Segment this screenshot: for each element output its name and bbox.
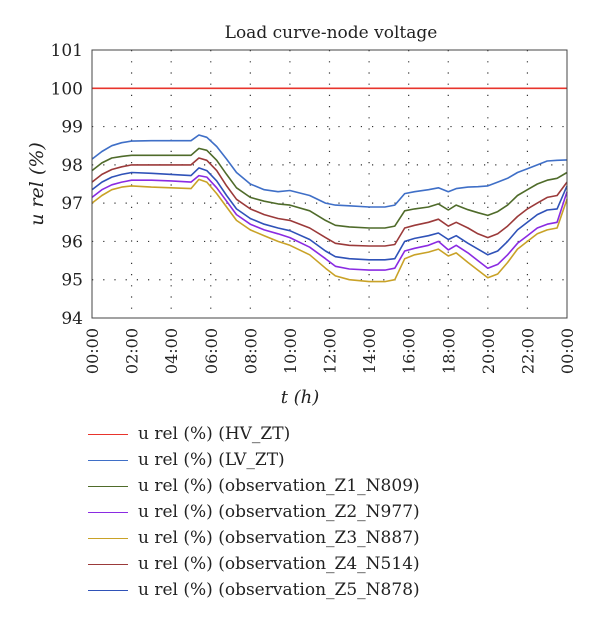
legend-label: u rel (%) (observation_Z2_N977) [138, 502, 420, 522]
x-axis-ticks: 00:00 02:00 04:00 06:00 08:00 10:00 12:00 14:00… [83, 328, 577, 374]
series-line-2 [91, 134, 568, 208]
x-tick-label: 14:00 [360, 328, 379, 374]
y-tick-label: 94 [61, 309, 83, 329]
series-line-7 [91, 167, 568, 261]
plot-frame [91, 49, 568, 319]
x-tick-label: 00:00 [558, 328, 577, 374]
x-tick-label: 20:00 [479, 328, 498, 374]
x-tick-label: 04:00 [162, 328, 181, 374]
legend-swatch [88, 486, 128, 487]
x-tick-label: 08:00 [241, 328, 260, 374]
y-tick-label: 99 [61, 118, 83, 138]
y-tick-label: 101 [51, 41, 83, 61]
legend-label: u rel (%) (HV_ZT) [138, 424, 291, 444]
legend-swatch [88, 434, 128, 435]
grid [92, 50, 567, 318]
legend-swatch [88, 460, 128, 461]
x-tick-label: 18:00 [439, 328, 458, 374]
legend-label: u rel (%) (observation_Z1_N809) [138, 476, 420, 496]
x-tick-label: 00:00 [83, 328, 102, 374]
x-tick-label: 12:00 [321, 328, 340, 374]
legend-label: u rel (%) (LV_ZT) [138, 450, 285, 470]
x-axis-label: t (h) [281, 387, 320, 408]
x-tick-label: 10:00 [281, 328, 300, 374]
series-lines [91, 87, 568, 283]
legend-swatch [88, 564, 128, 565]
legend-label: u rel (%) (observation_Z4_N514) [138, 554, 420, 574]
x-tick-label: 22:00 [518, 328, 537, 374]
y-axis-ticks: 94 95 96 97 98 99 100 101 [51, 41, 83, 329]
x-tick-label: 16:00 [400, 328, 419, 374]
y-tick-label: 97 [61, 194, 83, 214]
chart-title: Load curve-node voltage [225, 23, 438, 43]
y-tick-label: 98 [61, 156, 83, 176]
legend-swatch [88, 590, 128, 591]
series-line-4 [91, 174, 568, 271]
series-line-5 [91, 178, 568, 283]
y-tick-label: 95 [61, 271, 83, 291]
y-tick-label: 100 [51, 79, 83, 99]
chart-area: Load curve-node voltage 94 95 96 97 98 99 100 1… [26, 23, 577, 408]
series-line-3 [91, 147, 568, 229]
legend-label: u rel (%) (observation_Z5_N878) [138, 580, 420, 600]
series-line-6 [91, 157, 568, 247]
legend-label: u rel (%) (observation_Z3_N887) [138, 528, 420, 548]
legend-swatch [88, 512, 128, 513]
x-tick-label: 02:00 [123, 328, 142, 374]
y-axis-label: u rel (%) [26, 142, 48, 226]
y-tick-label: 96 [61, 232, 83, 252]
x-tick-label: 06:00 [202, 328, 221, 374]
legend-swatch [88, 538, 128, 539]
